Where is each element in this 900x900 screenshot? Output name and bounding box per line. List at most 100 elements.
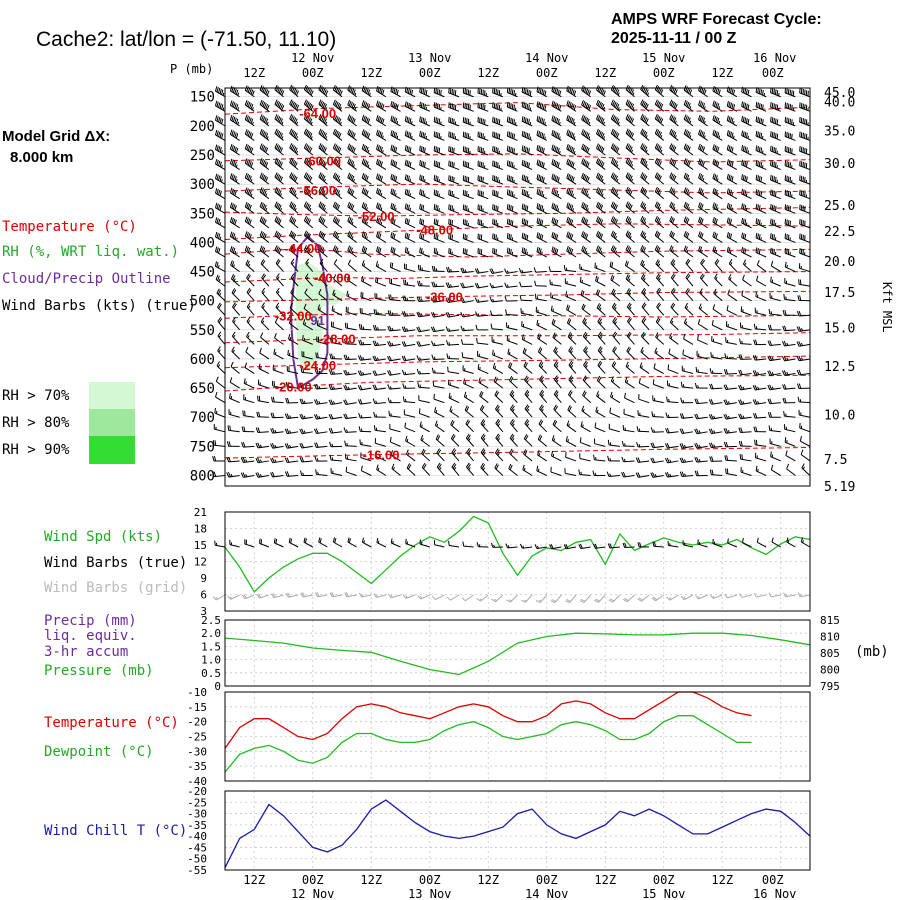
wind-barb xyxy=(752,399,767,405)
surface-wind-barb-grid xyxy=(565,594,577,604)
wind-barb xyxy=(419,174,430,185)
pressure-tick-label: 500 xyxy=(190,294,215,310)
wind-barb xyxy=(568,360,577,374)
wind-barb xyxy=(477,364,489,374)
wind-barb xyxy=(492,116,504,127)
wind-barb xyxy=(612,316,621,331)
wind-barb xyxy=(259,230,270,243)
wind-barb xyxy=(214,129,226,141)
wind-barb xyxy=(290,258,299,272)
wind-barb xyxy=(212,455,226,462)
wind-barb xyxy=(553,404,562,418)
wind-barb xyxy=(596,375,606,389)
wind-barb xyxy=(524,389,533,403)
wind-barb xyxy=(259,99,270,112)
wind-barb xyxy=(666,396,679,404)
wind-barb xyxy=(214,144,226,156)
wind-barb xyxy=(329,353,343,360)
wind-barb xyxy=(259,347,270,360)
wind-barb xyxy=(782,310,796,316)
wind-barb xyxy=(768,425,781,433)
top-hour-label: 12Z xyxy=(360,66,382,80)
wind-barb xyxy=(770,464,782,476)
surface-wind-barb-true xyxy=(505,543,518,549)
surface-wind-barb-grid xyxy=(417,594,430,600)
wind-barb xyxy=(625,361,635,374)
wind-barb xyxy=(477,146,489,156)
surface-wind-barb-grid xyxy=(709,594,723,599)
wind-barb xyxy=(361,260,372,272)
surface-wind-barb-grid xyxy=(476,594,489,602)
wind-barb xyxy=(420,434,431,447)
wind-barb xyxy=(742,274,752,287)
wind-barb xyxy=(698,245,708,258)
height-tick-label: 30.0 xyxy=(824,157,855,172)
wind-barb xyxy=(212,440,226,447)
wind-barb xyxy=(274,201,284,214)
wind-barb xyxy=(625,172,635,185)
wind-barb xyxy=(447,366,460,375)
surface-wind-barb-grid xyxy=(797,592,811,598)
wind-barb xyxy=(640,84,650,98)
wind-barb xyxy=(753,426,767,433)
surface-wind-barb-grid xyxy=(695,594,708,600)
wind-barb xyxy=(417,264,430,273)
wind-barb xyxy=(361,100,372,112)
wind-barb xyxy=(434,407,445,418)
wind-barb xyxy=(625,128,635,141)
wind-barb xyxy=(217,302,226,316)
wind-barb xyxy=(669,99,679,112)
wind-barb xyxy=(492,87,504,98)
wind-barb xyxy=(679,428,694,435)
wind-barb xyxy=(683,318,694,331)
wind-barb xyxy=(712,231,723,243)
wind-barb xyxy=(418,395,430,404)
wind-barb xyxy=(474,268,489,274)
wind-barb xyxy=(289,245,299,258)
wind-barb xyxy=(625,215,635,229)
wind-barb xyxy=(741,188,752,200)
wind-barb xyxy=(596,157,606,170)
wind-barb xyxy=(259,245,270,258)
wind-barb xyxy=(390,246,401,258)
wind-barb xyxy=(480,433,489,447)
wind-barb xyxy=(581,405,591,418)
wind-barb xyxy=(784,131,796,141)
wind-barb xyxy=(332,157,343,170)
wind-barb xyxy=(477,131,489,141)
wind-barb xyxy=(404,115,416,127)
y-tick-label: -35 xyxy=(187,819,207,832)
wind-barb xyxy=(289,113,299,127)
wind-barb xyxy=(726,232,738,243)
wind-barb xyxy=(799,422,811,433)
wind-barb xyxy=(347,274,357,287)
wind-barb xyxy=(621,440,635,447)
wind-barb xyxy=(289,172,299,185)
wind-barb xyxy=(726,130,738,141)
wind-barb xyxy=(243,394,255,404)
wind-barb xyxy=(550,466,562,476)
wind-barb xyxy=(610,143,621,156)
pressure-tick-label: 550 xyxy=(190,323,215,339)
wind-barb xyxy=(784,175,796,185)
wind-barb xyxy=(767,384,781,391)
wind-barb xyxy=(755,452,767,462)
wind-barb xyxy=(244,231,255,243)
y-tick-label: -10 xyxy=(187,686,207,699)
wind-barb xyxy=(329,454,343,462)
isotherm-label: -48.00 xyxy=(416,223,453,238)
wind-barb xyxy=(318,84,329,98)
wind-barb xyxy=(245,347,255,360)
surface-wind-barb-true xyxy=(288,537,299,548)
wind-barb xyxy=(726,86,738,98)
wind-barb xyxy=(270,428,284,434)
wind-barb xyxy=(493,376,504,389)
wind-barb xyxy=(244,143,255,156)
wind-barb xyxy=(390,115,401,127)
wind-barb xyxy=(711,319,723,331)
wind-barb xyxy=(712,217,723,229)
wind-barb xyxy=(727,289,738,302)
wind-barb xyxy=(770,233,781,243)
wind-barb xyxy=(299,413,313,420)
wind-barb xyxy=(479,404,489,418)
